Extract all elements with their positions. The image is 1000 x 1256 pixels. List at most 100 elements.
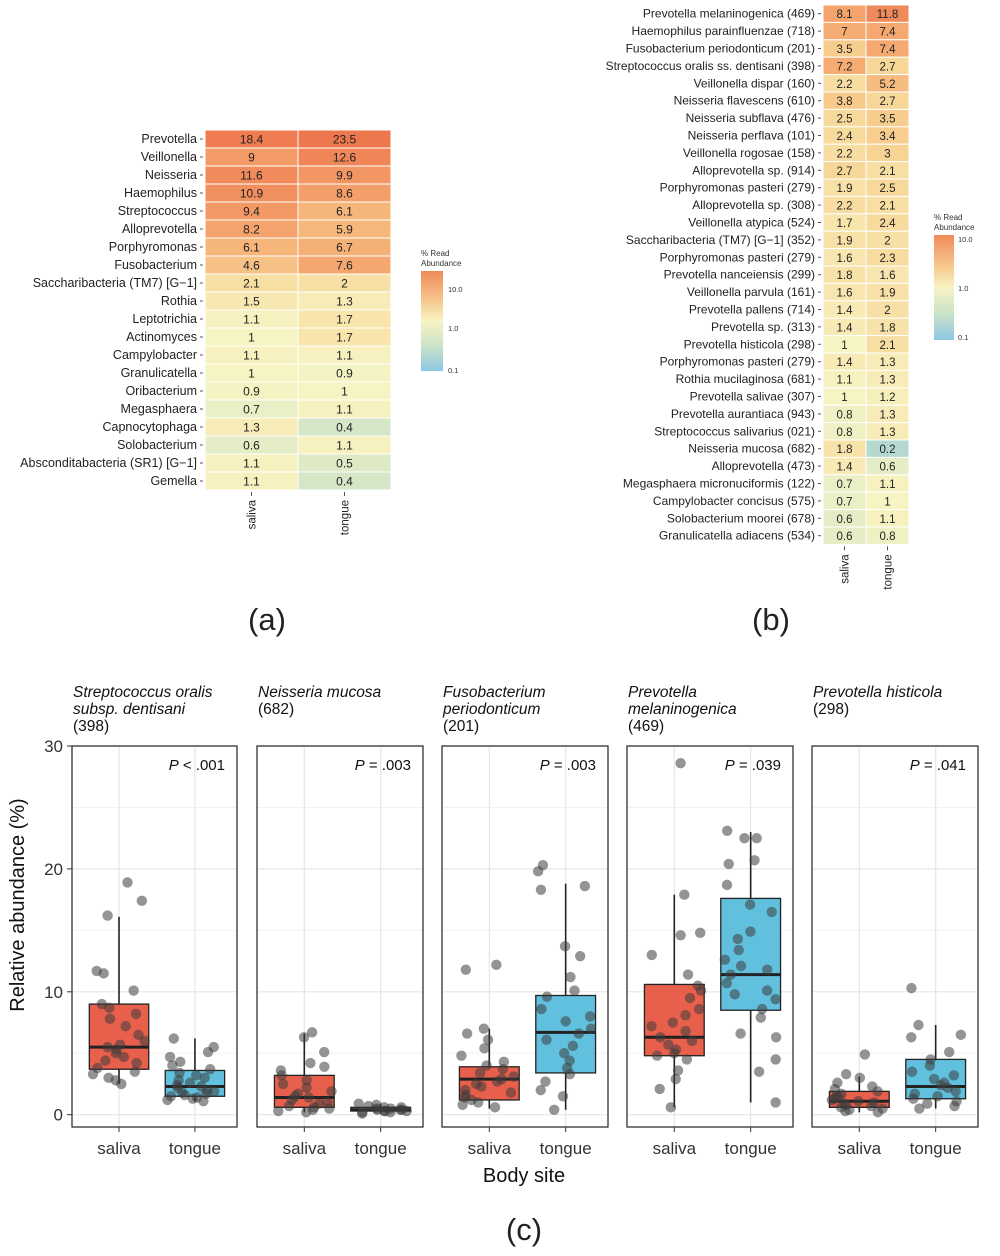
saliva-point — [675, 930, 686, 941]
row-label: Prevotella aurantiaca (943) — [671, 407, 815, 421]
saliva-point — [663, 1039, 674, 1050]
x-tick-label: tongue — [355, 1139, 407, 1158]
heat-cell-value: 0.6 — [837, 531, 853, 543]
row-label: Neisseria flavescens (610) — [674, 94, 815, 108]
saliva-point — [482, 1034, 494, 1045]
tongue-point — [579, 880, 591, 892]
tongue-point — [559, 941, 571, 952]
saliva-point — [684, 992, 696, 1004]
tongue-point — [924, 1060, 936, 1071]
x-tick-label: tongue — [540, 1139, 592, 1158]
col-label: saliva — [840, 554, 852, 584]
saliva-point — [686, 1035, 698, 1047]
saliva-point — [102, 910, 113, 921]
heat-cell-value: 5.2 — [880, 79, 896, 91]
heat-cell-value: 1.9 — [837, 235, 853, 247]
tongue-point — [906, 1032, 917, 1043]
panel-border — [256, 745, 424, 1128]
panel-border — [811, 745, 979, 1128]
legend-b-tick-10: 10.0 — [958, 235, 973, 244]
y-tick-label: 0 — [54, 1106, 63, 1125]
tongue-point — [719, 954, 731, 966]
heat-cell-value: 1.6 — [837, 288, 853, 300]
row-label: Streptococcus salivarius (021) — [654, 424, 815, 438]
row-label: Veillonella rogosae (158) — [683, 146, 815, 160]
saliva-point — [283, 1100, 295, 1112]
tongue-point — [167, 1060, 178, 1071]
saliva-point — [136, 895, 148, 907]
row-label: Prevotella sp. (313) — [711, 320, 815, 334]
saliva-point — [665, 1102, 677, 1113]
tongue-point — [944, 1046, 955, 1058]
heat-cell-value: 0.2 — [880, 444, 896, 456]
heat-cell-value: 6.1 — [243, 241, 260, 255]
heat-cell-value: 9 — [248, 151, 255, 165]
heat-cell-value: 2.7 — [837, 166, 853, 178]
legend-a-tick-10: 10.0 — [448, 285, 463, 294]
tongue-point — [906, 1066, 918, 1077]
tongue-point — [559, 1048, 570, 1059]
saliva-point — [476, 1081, 487, 1092]
col-label: saliva — [247, 499, 259, 529]
heat-cell-value: 1.8 — [880, 322, 896, 334]
heat-cell-value: 23.5 — [333, 133, 357, 147]
saliva-point — [651, 1050, 663, 1061]
row-label: Campylobacter concisus (575) — [653, 494, 815, 508]
saliva-point — [118, 1051, 129, 1063]
heat-cell-value: 1 — [341, 385, 348, 399]
heat-cell-value: 12.6 — [333, 151, 357, 165]
tongue-point — [565, 971, 576, 983]
tongue-point — [914, 1103, 925, 1114]
y-tick-label: 20 — [44, 860, 63, 879]
heat-cell-value: 0.9 — [336, 367, 353, 381]
panel-title: Neisseria mucosa (682) — [258, 684, 382, 718]
x-tick-label: saliva — [468, 1139, 512, 1158]
heat-cell-value: 2.7 — [880, 96, 896, 108]
tongue-point — [770, 1097, 781, 1108]
saliva-point — [497, 1064, 509, 1075]
heat-cell-value: 4.6 — [243, 259, 260, 273]
p-value: P = .039 — [725, 757, 781, 774]
tongue-point — [928, 1073, 940, 1085]
row-label: Prevotella nanceiensis (299) — [664, 268, 815, 282]
tongue-point — [574, 950, 586, 962]
heat-cell-value: 1 — [248, 331, 255, 345]
saliva-point — [682, 969, 694, 980]
row-label: Granulicatella — [121, 366, 197, 380]
row-label: Streptococcus oralis ss. dentisani (398) — [606, 59, 815, 73]
heat-cell-value: 1 — [884, 496, 890, 508]
tongue-point — [584, 1011, 596, 1022]
saliva-point — [324, 1103, 335, 1114]
heat-cell-value: 1.7 — [837, 218, 853, 230]
boxplot-panel: Fusobacterium periodonticum (201) P = .003 s… — [441, 684, 609, 1158]
legend-b-tick-0.1: 0.1 — [958, 333, 968, 342]
heat-cell-value: 1.1 — [336, 439, 353, 453]
saliva-point — [319, 1046, 330, 1058]
heat-cell-value: 0.8 — [837, 427, 853, 439]
heat-cell-value: 1.1 — [243, 457, 260, 471]
y-tick-label: 10 — [44, 983, 63, 1002]
heat-cell-value: 2 — [341, 277, 348, 291]
x-tick-label: tongue — [169, 1139, 221, 1158]
tongue-point — [755, 1012, 767, 1023]
row-label: Veillonella parvula (161) — [687, 285, 815, 299]
tongue-point — [745, 926, 756, 937]
row-label: Prevotella salivae (307) — [690, 390, 815, 404]
x-axis-title: Body site — [483, 1165, 565, 1187]
saliva-point — [131, 1057, 142, 1069]
row-label: Rothia — [161, 294, 197, 308]
saliva-point — [277, 1078, 289, 1090]
row-label: Fusobacterium — [114, 258, 197, 272]
heat-cell-value: 2.7 — [880, 61, 896, 73]
x-tick-label: tongue — [725, 1139, 777, 1158]
saliva-point — [667, 1017, 679, 1028]
tongue-point — [733, 944, 744, 956]
tongue-point — [162, 1094, 173, 1106]
tongue-point — [536, 1003, 547, 1015]
panel-c-label: (c) — [506, 1212, 542, 1247]
saliva-point — [826, 1094, 838, 1106]
heat-cell-value: 1.1 — [837, 375, 853, 387]
saliva-point — [492, 1076, 503, 1087]
boxplot-panel: Prevotella melaninogenica (469) P = .039 sal… — [626, 684, 794, 1158]
saliva-point — [668, 1048, 680, 1059]
